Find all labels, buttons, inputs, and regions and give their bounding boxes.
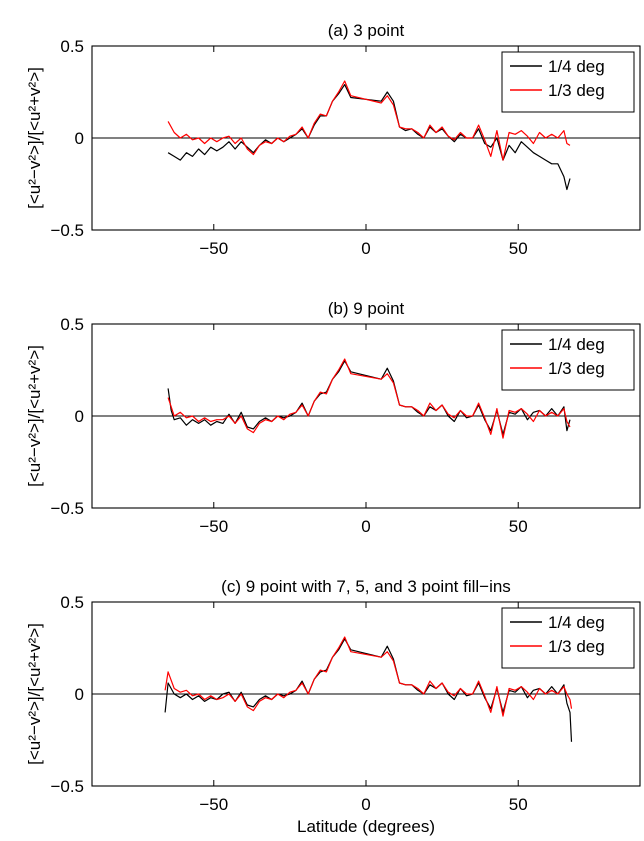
y-tick-label: 0	[75, 129, 84, 148]
legend-label: 1/4 deg	[548, 57, 605, 76]
legend-box	[501, 607, 635, 669]
series-line-third-deg	[167, 80, 571, 161]
legend: 1/4 deg 1/3 deg	[501, 607, 635, 669]
y-tick-label: 0.5	[60, 593, 84, 612]
legend-label: 1/4 deg	[548, 613, 605, 632]
y-tick-label: 0	[75, 407, 84, 426]
series-line-third-deg	[164, 636, 573, 717]
x-tick-label: 0	[361, 795, 370, 814]
legend-label: 1/3 deg	[548, 81, 605, 100]
panel-title: (c) 9 point with 7, 5, and 3 point fill−…	[221, 577, 511, 596]
x-tick-label: 50	[509, 239, 528, 258]
x-tick-label: 50	[509, 517, 528, 536]
legend-label: 1/4 deg	[548, 335, 605, 354]
x-tick-label: −50	[199, 795, 228, 814]
y-axis-label: [<u²−v²>]/[<u²+v²>]	[25, 345, 44, 487]
panel-2: −50 0 50 −0.5 0 0.5 (b) 9 point [<u²−v²>]/[<u²+…	[25, 299, 641, 536]
legend-box	[501, 51, 635, 113]
legend-label: 1/3 deg	[548, 637, 605, 656]
x-tick-label: 0	[361, 517, 370, 536]
y-tick-label: −0.5	[50, 777, 84, 796]
panel-title: (a) 3 point	[328, 21, 405, 40]
panel-1: −50 0 50 −0.5 0 0.5 (a) 3 point [<u²−v²>]/[<u²+…	[25, 21, 641, 258]
x-axis-label: Latitude (degrees)	[297, 817, 435, 836]
x-tick-label: 0	[361, 239, 370, 258]
y-axis-label: [<u²−v²>]/[<u²+v²>]	[25, 67, 44, 209]
y-tick-label: 0.5	[60, 315, 84, 334]
series-line-third-deg	[167, 358, 571, 439]
x-tick-label: 50	[509, 795, 528, 814]
legend: 1/4 deg 1/3 deg	[501, 329, 635, 391]
legend: 1/4 deg 1/3 deg	[501, 51, 635, 113]
y-tick-label: −0.5	[50, 499, 84, 518]
y-tick-label: 0.5	[60, 37, 84, 56]
panel-3: −50 0 50 −0.5 0 0.5 (c) 9 point with 7, 5, and…	[25, 577, 641, 836]
series-line-quarter-deg	[164, 638, 573, 742]
legend-label: 1/3 deg	[548, 359, 605, 378]
panel-title: (b) 9 point	[328, 299, 405, 318]
series-line-quarter-deg	[167, 83, 571, 191]
x-tick-label: −50	[199, 517, 228, 536]
legend-box	[501, 329, 635, 391]
y-tick-label: −0.5	[50, 221, 84, 240]
x-tick-label: −50	[199, 239, 228, 258]
y-tick-label: 0	[75, 685, 84, 704]
y-axis-label: [<u²−v²>]/[<u²+v²>]	[25, 623, 44, 765]
